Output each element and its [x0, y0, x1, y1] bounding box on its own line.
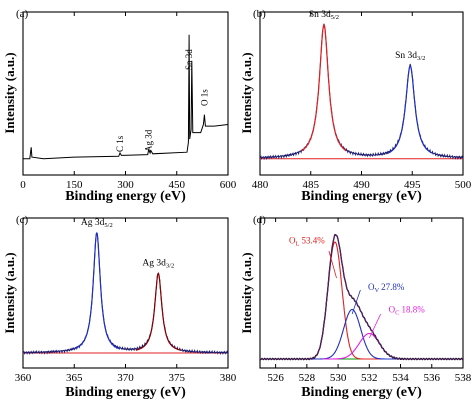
component-pointer — [328, 250, 337, 279]
panel-label: (a) — [16, 8, 29, 20]
x-tick-label: 360 — [15, 372, 32, 384]
fitted-peak-line — [387, 65, 433, 154]
panel-label: (d) — [253, 214, 266, 226]
fitted-peak-line — [74, 231, 120, 350]
plot-frame — [259, 217, 464, 369]
peak-label: Sn 3d5/2 — [309, 10, 339, 21]
y-axis-label: Intensity (a.u.) — [2, 252, 17, 333]
peak-annotation: O 1s — [199, 89, 209, 106]
x-tick-label: 150 — [66, 179, 83, 191]
x-tick-label: 532 — [361, 372, 378, 384]
x-tick-label: 370 — [117, 372, 134, 384]
y-axis-label: Intensity (a.u.) — [239, 52, 254, 133]
x-tick-label: 500 — [455, 179, 472, 191]
x-tick-label: 534 — [392, 372, 409, 384]
panel-label: (c) — [16, 214, 29, 226]
panel-d: 526 528 530 532 534 536 538 (d) Binding energy (… — [239, 214, 472, 400]
survey-spectrum-line — [23, 34, 229, 160]
peak-annotation: Sn 3d — [184, 49, 194, 70]
panel-label: (b) — [253, 8, 266, 20]
x-tick-label: 536 — [424, 372, 441, 384]
x-tick-label: 490 — [353, 179, 370, 191]
x-tick-label: 495 — [404, 179, 421, 191]
component-label: OV 27.8% — [368, 282, 405, 294]
x-tick-label: 380 — [220, 372, 237, 384]
x-ticks: 480 485 490 495 500 — [252, 12, 472, 191]
x-tick-label: 526 — [267, 372, 284, 384]
x-axis-label: Binding energy (eV) — [65, 189, 186, 204]
x-tick-label: 538 — [455, 372, 472, 384]
measured-spectrum-line — [259, 23, 464, 161]
panel-b: 480 485 490 495 500 (b) Binding energy (eV) Int… — [239, 8, 472, 204]
peak-label: Ag 3d3/2 — [142, 259, 174, 270]
component-pointer — [368, 313, 382, 339]
panel-a: 0 150 300 450 600 (a) Binding energy (eV) Inten… — [2, 8, 237, 204]
fitted-peak-line — [301, 24, 347, 152]
component-peak-line — [288, 241, 382, 360]
x-tick-label: 365 — [66, 372, 83, 384]
x-tick-label: 300 — [117, 179, 134, 191]
x-tick-label: 600 — [220, 179, 237, 191]
x-ticks: 360 365 370 375 380 — [15, 218, 237, 384]
x-ticks: 526 528 530 532 534 536 538 — [267, 218, 472, 384]
plot-frame — [22, 11, 229, 176]
panel-c: 360 365 370 375 380 (c) Binding energy (eV) Int… — [2, 214, 237, 400]
plot-frame — [22, 217, 229, 369]
fitted-peak-line — [135, 272, 182, 351]
fit-envelope-line — [260, 234, 463, 360]
x-tick-label: 528 — [299, 372, 316, 384]
x-tick-label: 375 — [169, 372, 186, 384]
component-peak-line — [305, 308, 399, 360]
x-tick-label: 0 — [20, 179, 26, 191]
x-axis-label: Binding energy (eV) — [301, 189, 422, 204]
x-tick-label: 450 — [169, 179, 186, 191]
y-axis-label: Intensity (a.u.) — [239, 252, 254, 333]
x-axis-label: Binding energy (eV) — [301, 385, 422, 400]
x-tick-label: 485 — [303, 179, 320, 191]
peak-annotation: C 1s — [115, 135, 125, 152]
component-pointer — [351, 289, 361, 315]
plot-frame — [259, 11, 464, 176]
x-axis-label: Binding energy (eV) — [65, 385, 186, 400]
measured-spectrum-line — [22, 233, 229, 356]
peak-label: Ag 3d5/2 — [81, 218, 113, 229]
y-axis-label: Intensity (a.u.) — [2, 52, 17, 133]
peak-annotation: Ag 3d — [144, 129, 154, 152]
x-ticks: 0 150 300 450 600 — [20, 12, 237, 191]
component-label: OC 18.8% — [389, 305, 426, 317]
peak-label: Sn 3d3/2 — [395, 51, 425, 62]
component-label: OL 53.4% — [289, 236, 325, 248]
x-tick-label: 480 — [252, 179, 269, 191]
x-tick-label: 530 — [330, 372, 347, 384]
